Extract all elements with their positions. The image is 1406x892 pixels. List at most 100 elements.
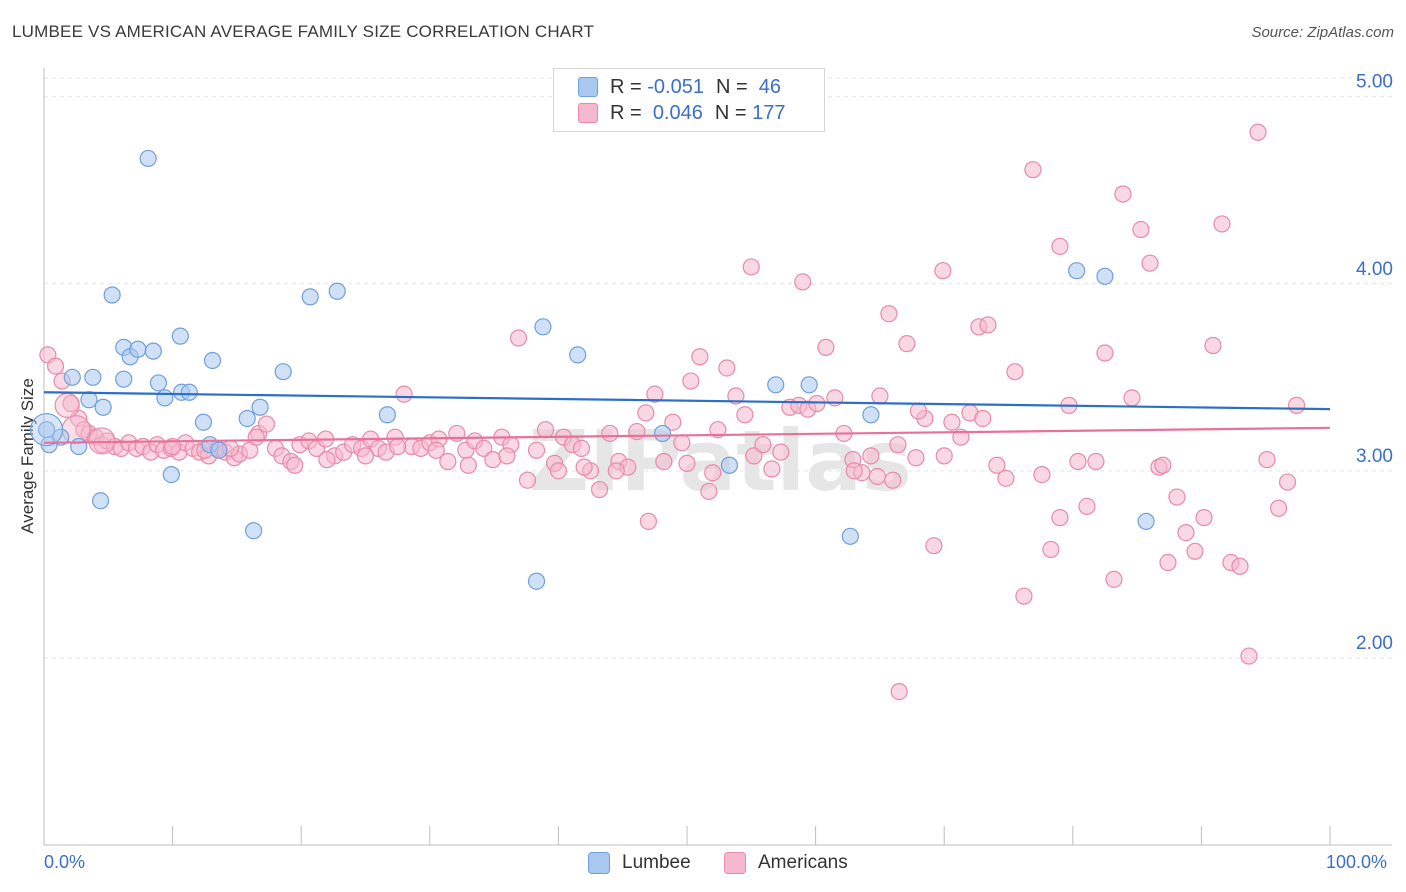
lumbee-point xyxy=(144,342,162,360)
americans-point xyxy=(754,436,772,454)
lumbee-point xyxy=(91,492,110,510)
americans-point xyxy=(871,387,889,405)
lumbee-point xyxy=(841,527,859,545)
americans-point xyxy=(459,456,477,474)
lumbee-point xyxy=(862,406,880,424)
x-tick-label-max: 100.0% xyxy=(1326,852,1388,872)
chart-title: LUMBEE VS AMERICAN AVERAGE FAMILY SIZE C… xyxy=(12,22,595,41)
americans-point xyxy=(890,682,908,701)
americans-point xyxy=(475,439,493,458)
r-value: -0.051 xyxy=(647,75,704,98)
americans-point xyxy=(1114,185,1132,203)
lumbee-point xyxy=(1096,267,1114,285)
americans-point xyxy=(536,421,555,439)
legend-item-lumbee[interactable]: Lumbee xyxy=(588,852,691,874)
americans-point xyxy=(1042,540,1060,559)
americans-point xyxy=(527,441,546,459)
lumbee-trend-line xyxy=(43,391,1331,411)
americans-point xyxy=(934,262,952,280)
n-value: 177 xyxy=(752,101,786,124)
americans-point xyxy=(628,422,646,441)
americans-point xyxy=(572,439,591,458)
americans-point xyxy=(1249,123,1267,141)
americans-point xyxy=(736,406,754,424)
r-label: R = xyxy=(610,101,642,124)
americans-point xyxy=(575,458,593,476)
americans-point xyxy=(1231,557,1249,575)
y-tick-label: 2.00 xyxy=(1356,633,1393,654)
americans-point xyxy=(509,329,528,347)
americans-point xyxy=(1096,344,1114,362)
americans-point xyxy=(518,471,537,489)
americans-point xyxy=(678,454,696,472)
americans-point xyxy=(639,512,658,530)
americans-point xyxy=(1186,542,1204,560)
lumbee-point xyxy=(527,572,546,590)
americans-point xyxy=(745,447,763,465)
americans-point xyxy=(704,464,722,482)
americans-point xyxy=(709,421,727,439)
lumbee-point xyxy=(103,286,121,304)
americans-point xyxy=(925,537,943,555)
americans-point xyxy=(549,462,568,480)
lumbee-point xyxy=(767,376,785,394)
americans-point xyxy=(727,387,745,405)
y-tick-labels: 2.00 3.00 4.00 5.00 xyxy=(1356,72,1393,654)
lumbee-point xyxy=(194,413,213,431)
trend-lines xyxy=(43,391,1331,444)
r-label: R = xyxy=(610,75,642,98)
lumbee-point xyxy=(171,327,189,345)
americans-point xyxy=(590,480,609,499)
americans-point xyxy=(700,482,718,501)
lumbee-point xyxy=(115,370,133,388)
americans-point xyxy=(395,385,413,403)
americans-point xyxy=(988,456,1006,474)
lumbee-cluster-point xyxy=(29,413,64,447)
americans-point xyxy=(484,451,502,469)
legend-item-americans[interactable]: Americans xyxy=(724,852,848,874)
americans-point xyxy=(601,424,619,443)
lumbee-point xyxy=(63,368,81,386)
americans-point xyxy=(1269,499,1288,517)
americans-point xyxy=(845,462,863,480)
americans-point xyxy=(1033,465,1051,484)
americans-point xyxy=(164,437,182,456)
americans-trend-line xyxy=(43,426,1331,444)
lumbee-point xyxy=(238,409,256,428)
source-label: Source: ZipAtlas.com xyxy=(1251,24,1394,41)
r-value: 0.046 xyxy=(652,101,703,124)
stats-legend: R = -0.051 N = 46 R = 0.046 N = 177 xyxy=(553,68,825,132)
lumbee-point xyxy=(653,424,672,443)
americans-point xyxy=(1204,336,1222,355)
lumbee-point xyxy=(245,522,263,540)
americans-point xyxy=(682,372,700,390)
americans-point xyxy=(1154,456,1172,474)
americans-point xyxy=(607,462,625,480)
n-label: N = xyxy=(714,101,747,124)
n-label: N = xyxy=(715,75,748,98)
americans-point xyxy=(1258,451,1276,469)
lumbee-point xyxy=(569,346,587,364)
lumbee-point xyxy=(301,288,319,306)
americans-point xyxy=(1069,452,1087,471)
lumbee-point xyxy=(84,368,102,386)
lumbee-point xyxy=(139,149,157,168)
lumbee-point xyxy=(534,318,552,336)
americans-point xyxy=(974,409,992,428)
americans-swatch xyxy=(578,103,598,123)
americans-point xyxy=(1087,452,1105,471)
americans-point xyxy=(655,452,673,471)
americans-point xyxy=(637,404,655,422)
americans-point xyxy=(318,451,336,469)
americans-point xyxy=(1159,553,1177,572)
lumbee-legend-swatch xyxy=(588,852,610,874)
americans-point xyxy=(1006,363,1024,381)
americans-point xyxy=(763,460,781,478)
legend-row-lumbee: R = -0.051 N = 46 xyxy=(578,75,781,99)
americans-point xyxy=(389,437,407,456)
americans-point xyxy=(742,258,760,276)
americans-point xyxy=(1078,497,1096,515)
americans-point xyxy=(1105,570,1123,588)
americans-point xyxy=(673,434,691,452)
